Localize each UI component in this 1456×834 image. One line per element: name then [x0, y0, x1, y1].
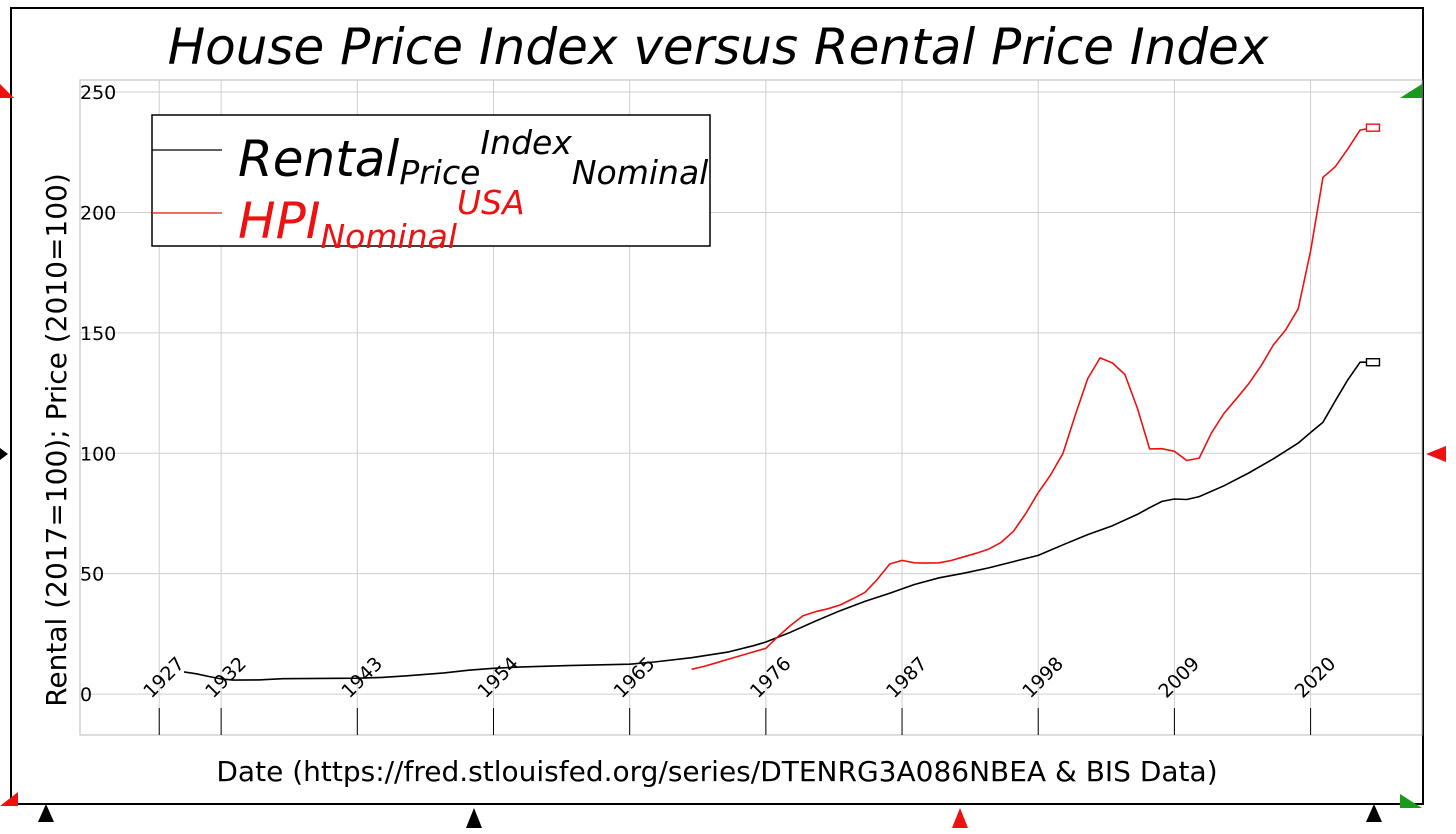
- chart-frame: [10, 7, 1424, 805]
- plot-area: [79, 79, 1423, 736]
- marker-black-bottom-2: [466, 808, 482, 828]
- series-line-0: [183, 361, 1373, 681]
- legend-hpi-base: HPI: [238, 192, 321, 250]
- legend-hpi-sub: Nominal: [321, 217, 458, 256]
- series-end-marker-0: [1365, 358, 1381, 367]
- legend-rental-sub2: Nominal: [572, 153, 709, 192]
- marker-red-right-mid: [1426, 446, 1446, 462]
- marker-red-top-left: [0, 84, 14, 98]
- legend-rental-sup: Index: [480, 123, 572, 162]
- series-line-1: [691, 126, 1373, 671]
- x-tick-label-2009: 2009: [1154, 653, 1204, 703]
- y-tick-label-200: 200: [80, 202, 116, 224]
- x-tick-label-1976: 1976: [746, 653, 796, 703]
- legend-hpi-sup: USA: [457, 183, 525, 222]
- x-tick-label-1965: 1965: [610, 653, 660, 703]
- legend-label-hpi: HPINominalUSA: [238, 183, 525, 256]
- marker-green-bottom-right: [1400, 794, 1422, 808]
- legend-box: [151, 114, 711, 247]
- x-tick-label-1932: 1932: [201, 653, 251, 703]
- y-tick-label-150: 150: [80, 323, 116, 345]
- y-tick-label-0: 0: [80, 684, 92, 706]
- series-end-marker-1: [1365, 123, 1381, 132]
- legend: RentalPriceIndexNominal HPINominalUSA: [151, 114, 711, 256]
- x-axis-label: Date (https://fred.stlouisfed.org/series…: [216, 755, 1217, 788]
- y-tick-label-50: 50: [80, 564, 104, 586]
- marker-green-top-right: [1400, 84, 1422, 98]
- x-tick-label-1954: 1954: [473, 653, 523, 703]
- x-tick-label-1998: 1998: [1018, 653, 1068, 703]
- x-tick-label-1927: 1927: [139, 653, 189, 703]
- y-tick-label-250: 250: [80, 82, 116, 104]
- y-tick-labels: 0 50 100 150 200 250: [80, 82, 116, 706]
- marker-red-bottom-left: [0, 792, 18, 806]
- series-layer: [183, 123, 1381, 681]
- legend-label-rental: RentalPriceIndexNominal: [238, 123, 708, 192]
- marker-red-bottom-mid: [952, 808, 968, 828]
- marker-black-left-mid: [0, 448, 8, 460]
- marker-black-bottom-3: [1366, 804, 1382, 822]
- x-tick-label-1987: 1987: [882, 653, 932, 703]
- marker-black-bottom-1: [38, 804, 54, 822]
- x-tick-label-2020: 2020: [1291, 653, 1341, 703]
- chart-title: House Price Index versus Rental Price In…: [168, 18, 1269, 76]
- y-tick-label-100: 100: [80, 443, 116, 465]
- y-axis-label: Rental (2017=100); Price (2010=100): [40, 173, 73, 707]
- legend-rental-sub: Price: [399, 153, 480, 192]
- edge-markers: [0, 84, 1446, 828]
- legend-rental-base: Rental: [238, 130, 399, 188]
